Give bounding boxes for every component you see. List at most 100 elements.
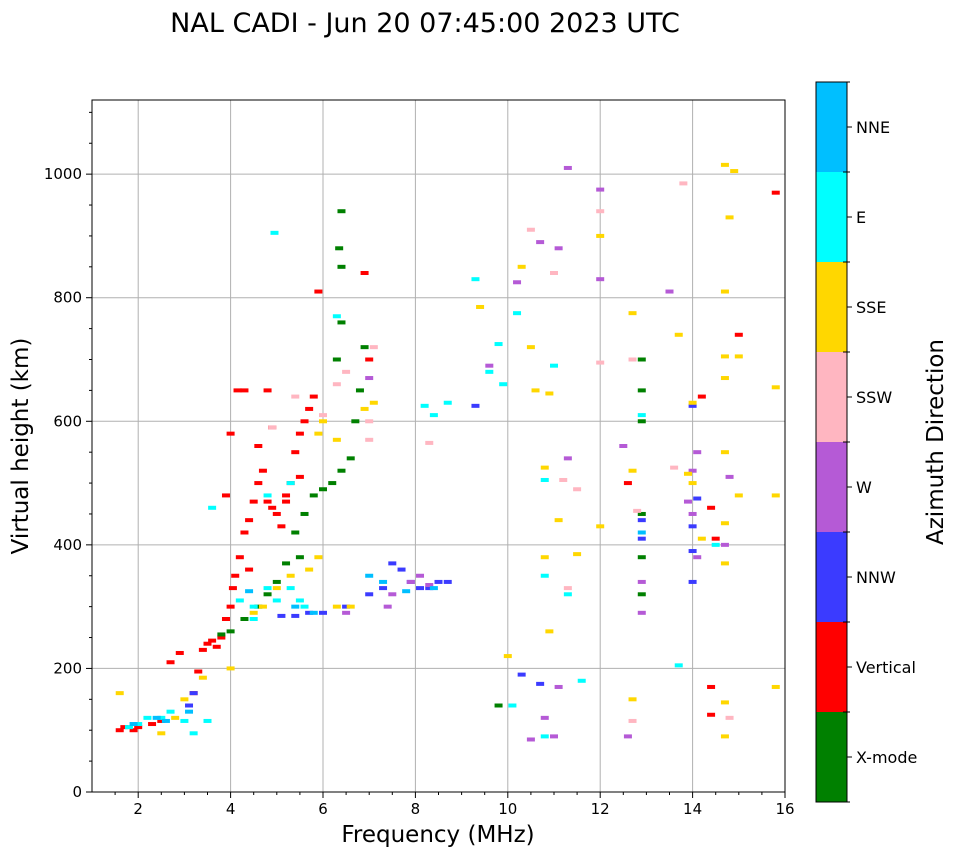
- data-point: [263, 586, 272, 591]
- data-point: [245, 518, 254, 523]
- data-point: [637, 536, 646, 541]
- data-point: [365, 592, 374, 597]
- data-point: [249, 604, 258, 609]
- data-point: [628, 311, 637, 316]
- data-point: [268, 425, 277, 430]
- data-point: [697, 394, 706, 399]
- data-point: [319, 610, 327, 615]
- data-point: [319, 487, 327, 492]
- data-point: [665, 289, 674, 294]
- data-point: [637, 511, 646, 516]
- data-point: [300, 511, 309, 516]
- colorbar-label-sse: SSE: [856, 298, 886, 317]
- data-point: [429, 586, 438, 591]
- data-point: [235, 555, 244, 560]
- data-point: [429, 413, 438, 418]
- data-point: [688, 579, 697, 584]
- data-point: [540, 573, 549, 578]
- data-point: [517, 672, 526, 677]
- data-point: [245, 589, 254, 594]
- data-point: [314, 555, 323, 560]
- data-point: [679, 181, 688, 186]
- data-point: [166, 660, 175, 665]
- data-point: [711, 536, 720, 541]
- data-point: [573, 487, 582, 492]
- data-point: [295, 431, 304, 436]
- data-point: [129, 728, 138, 733]
- data-point: [707, 684, 716, 689]
- data-point: [563, 456, 572, 461]
- data-point: [674, 332, 683, 337]
- data-point: [596, 277, 605, 282]
- data-point: [314, 431, 323, 436]
- data-point: [332, 357, 341, 362]
- colorbar-swatch: [816, 712, 847, 802]
- data-point: [720, 162, 729, 167]
- data-point: [637, 530, 646, 535]
- data-point: [550, 363, 558, 368]
- data-point: [425, 583, 434, 588]
- data-point: [221, 493, 230, 498]
- data-point: [309, 493, 318, 498]
- data-point: [342, 369, 351, 374]
- data-point: [536, 681, 545, 686]
- colorbar-frame: [815, 81, 848, 803]
- data-point: [693, 555, 702, 560]
- data-point: [771, 190, 780, 195]
- y-tick-label: 800: [53, 289, 82, 307]
- data-point: [379, 586, 388, 591]
- data-point: [540, 734, 549, 739]
- data-point: [249, 499, 258, 504]
- data-point: [254, 481, 263, 486]
- y-tick-label: 600: [53, 412, 82, 430]
- data-point: [203, 718, 212, 723]
- data-point: [517, 264, 526, 269]
- data-point: [198, 647, 207, 652]
- data-point: [688, 549, 697, 554]
- data-point: [711, 542, 720, 547]
- data-point: [263, 493, 272, 498]
- data-point: [332, 604, 341, 609]
- data-point: [282, 493, 291, 498]
- y-tick-label: 1000: [44, 165, 82, 183]
- data-point: [203, 641, 212, 646]
- data-point: [120, 725, 129, 730]
- data-point: [383, 604, 392, 609]
- data-point: [295, 598, 304, 603]
- data-point: [268, 505, 277, 510]
- data-point: [725, 474, 734, 479]
- data-point: [388, 561, 397, 566]
- data-point: [233, 388, 242, 393]
- data-point: [342, 604, 351, 609]
- data-point: [319, 419, 327, 424]
- data-point: [277, 613, 286, 618]
- x-tick-label: 2: [133, 800, 143, 818]
- data-point: [734, 332, 743, 337]
- data-point: [355, 388, 364, 393]
- data-point: [185, 703, 194, 708]
- data-point: [221, 617, 230, 621]
- data-point: [513, 311, 522, 316]
- colorbar-label-x-mode: X-mode: [856, 748, 917, 767]
- data-point: [637, 419, 646, 424]
- data-point: [596, 360, 605, 365]
- data-point: [272, 579, 281, 584]
- data-point: [425, 440, 434, 445]
- data-point: [295, 555, 304, 560]
- plot-frame: [91, 99, 786, 793]
- data-point: [134, 725, 143, 730]
- data-point: [272, 511, 281, 516]
- data-point: [637, 592, 646, 597]
- data-point: [540, 477, 549, 482]
- data-point: [379, 579, 388, 584]
- data-point: [596, 524, 605, 529]
- data-point: [134, 722, 143, 727]
- data-point: [734, 493, 743, 498]
- data-point: [228, 586, 237, 591]
- data-point: [286, 573, 295, 578]
- data-point: [286, 586, 295, 591]
- data-point: [175, 650, 184, 655]
- data-point: [166, 709, 175, 714]
- data-point: [208, 638, 217, 643]
- data-point: [540, 715, 549, 720]
